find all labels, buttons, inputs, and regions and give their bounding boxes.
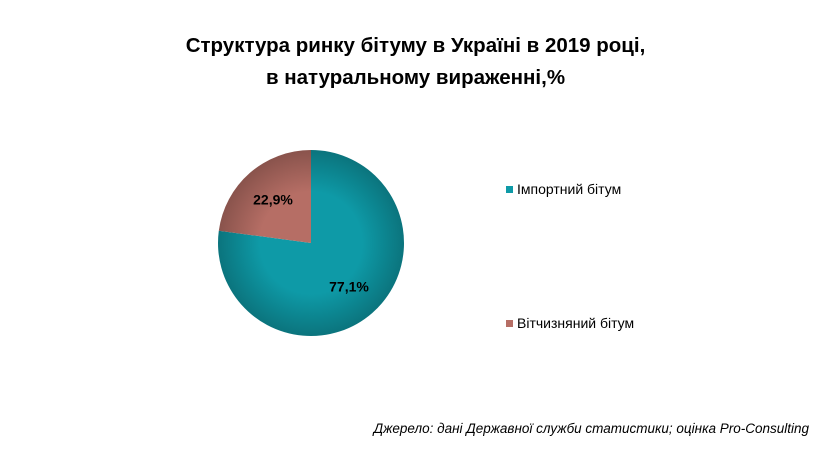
legend-swatch-domestic [506,319,513,327]
chart-title-line-1: Структура ринку бітуму в Україні в 2019 … [185,34,646,57]
pie-slice-0 [218,150,405,336]
chart-title: Структура ринку бітуму в Україні в 2019 … [0,30,831,94]
pie-slice-1 [218,150,311,243]
source-note: Джерело: дані Державної служби статистик… [373,421,809,436]
pie-label-1: 22,9% [253,192,293,208]
legend-swatch-import [506,185,513,193]
chart-title-line-2: в натуральному вираженні,% [265,66,566,89]
legend-label-domestic: Вітчизняний бітум [517,315,635,331]
pie-label-0: 77,1% [329,278,369,294]
legend-item-import: Імпортний бітум [506,181,621,197]
legend-label-import: Імпортний бітум [517,181,622,197]
legend-item-domestic: Вітчизняний бітум [506,315,634,331]
